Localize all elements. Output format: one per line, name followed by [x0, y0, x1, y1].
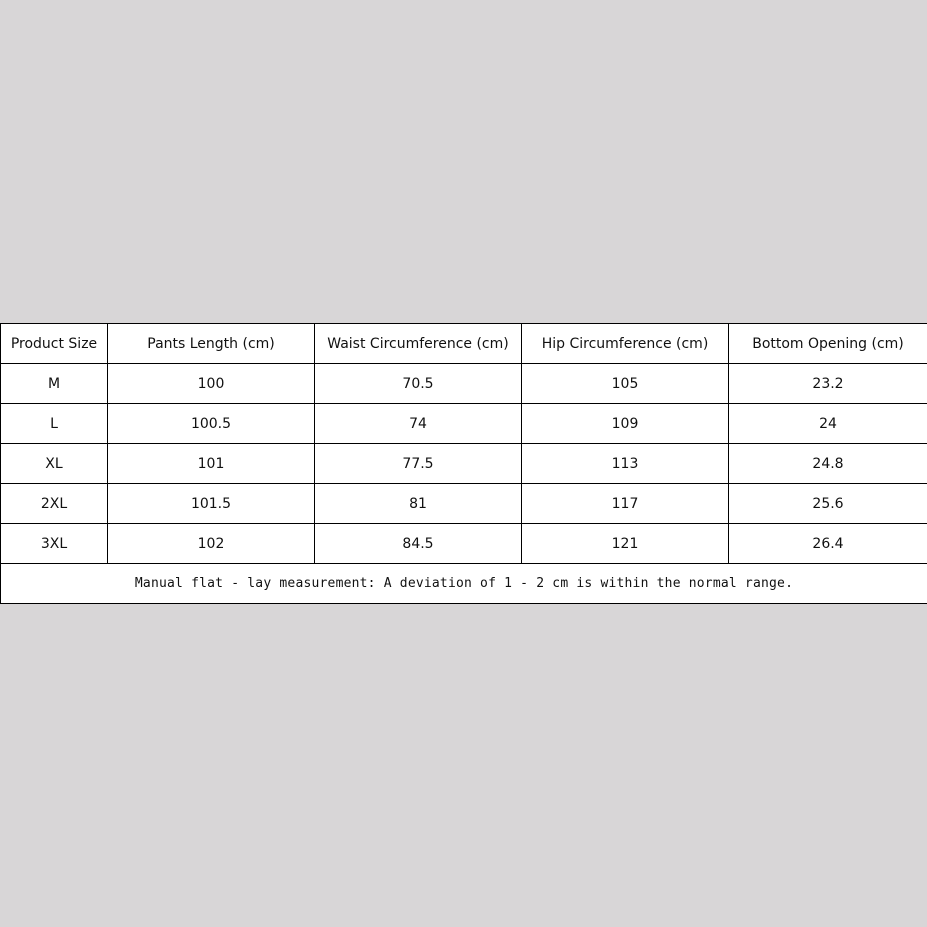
table-cell: XL	[0, 443, 108, 484]
note-row: Manual flat - lay measurement: A deviati…	[0, 563, 927, 604]
table-cell: 105	[521, 363, 729, 404]
column-header: Product Size	[0, 323, 108, 364]
table-cell: 77.5	[314, 443, 522, 484]
table-row: XL 101 77.5 113 24.8	[0, 443, 927, 484]
table-cell: M	[0, 363, 108, 404]
measurement-note: Manual flat - lay measurement: A deviati…	[0, 563, 927, 604]
column-header: Waist Circumference (cm)	[314, 323, 522, 364]
table-row: 2XL 101.5 81 117 25.6	[0, 483, 927, 524]
table-cell: 24.8	[728, 443, 927, 484]
table-cell: 84.5	[314, 523, 522, 564]
table-cell: 2XL	[0, 483, 108, 524]
table-cell: 101	[107, 443, 315, 484]
column-header: Bottom Opening (cm)	[728, 323, 927, 364]
table-row: M 100 70.5 105 23.2	[0, 363, 927, 404]
size-chart-table: Product Size Pants Length (cm) Waist Circu…	[0, 323, 927, 604]
column-header: Pants Length (cm)	[107, 323, 315, 364]
column-header: Hip Circumference (cm)	[521, 323, 729, 364]
table-cell: 100	[107, 363, 315, 404]
table-cell: 70.5	[314, 363, 522, 404]
table-cell: 121	[521, 523, 729, 564]
header-row: Product Size Pants Length (cm) Waist Circu…	[0, 323, 927, 364]
table-cell: 117	[521, 483, 729, 524]
table-cell: 81	[314, 483, 522, 524]
table-row: L 100.5 74 109 24	[0, 403, 927, 444]
table-cell: 101.5	[107, 483, 315, 524]
table-cell: 3XL	[0, 523, 108, 564]
table-cell: 113	[521, 443, 729, 484]
table-cell: 102	[107, 523, 315, 564]
table-row: 3XL 102 84.5 121 26.4	[0, 523, 927, 564]
table-cell: 25.6	[728, 483, 927, 524]
table-cell: 23.2	[728, 363, 927, 404]
table-cell: 26.4	[728, 523, 927, 564]
table-cell: 74	[314, 403, 522, 444]
table-cell: 24	[728, 403, 927, 444]
table-cell: 100.5	[107, 403, 315, 444]
table-cell: L	[0, 403, 108, 444]
table-cell: 109	[521, 403, 729, 444]
